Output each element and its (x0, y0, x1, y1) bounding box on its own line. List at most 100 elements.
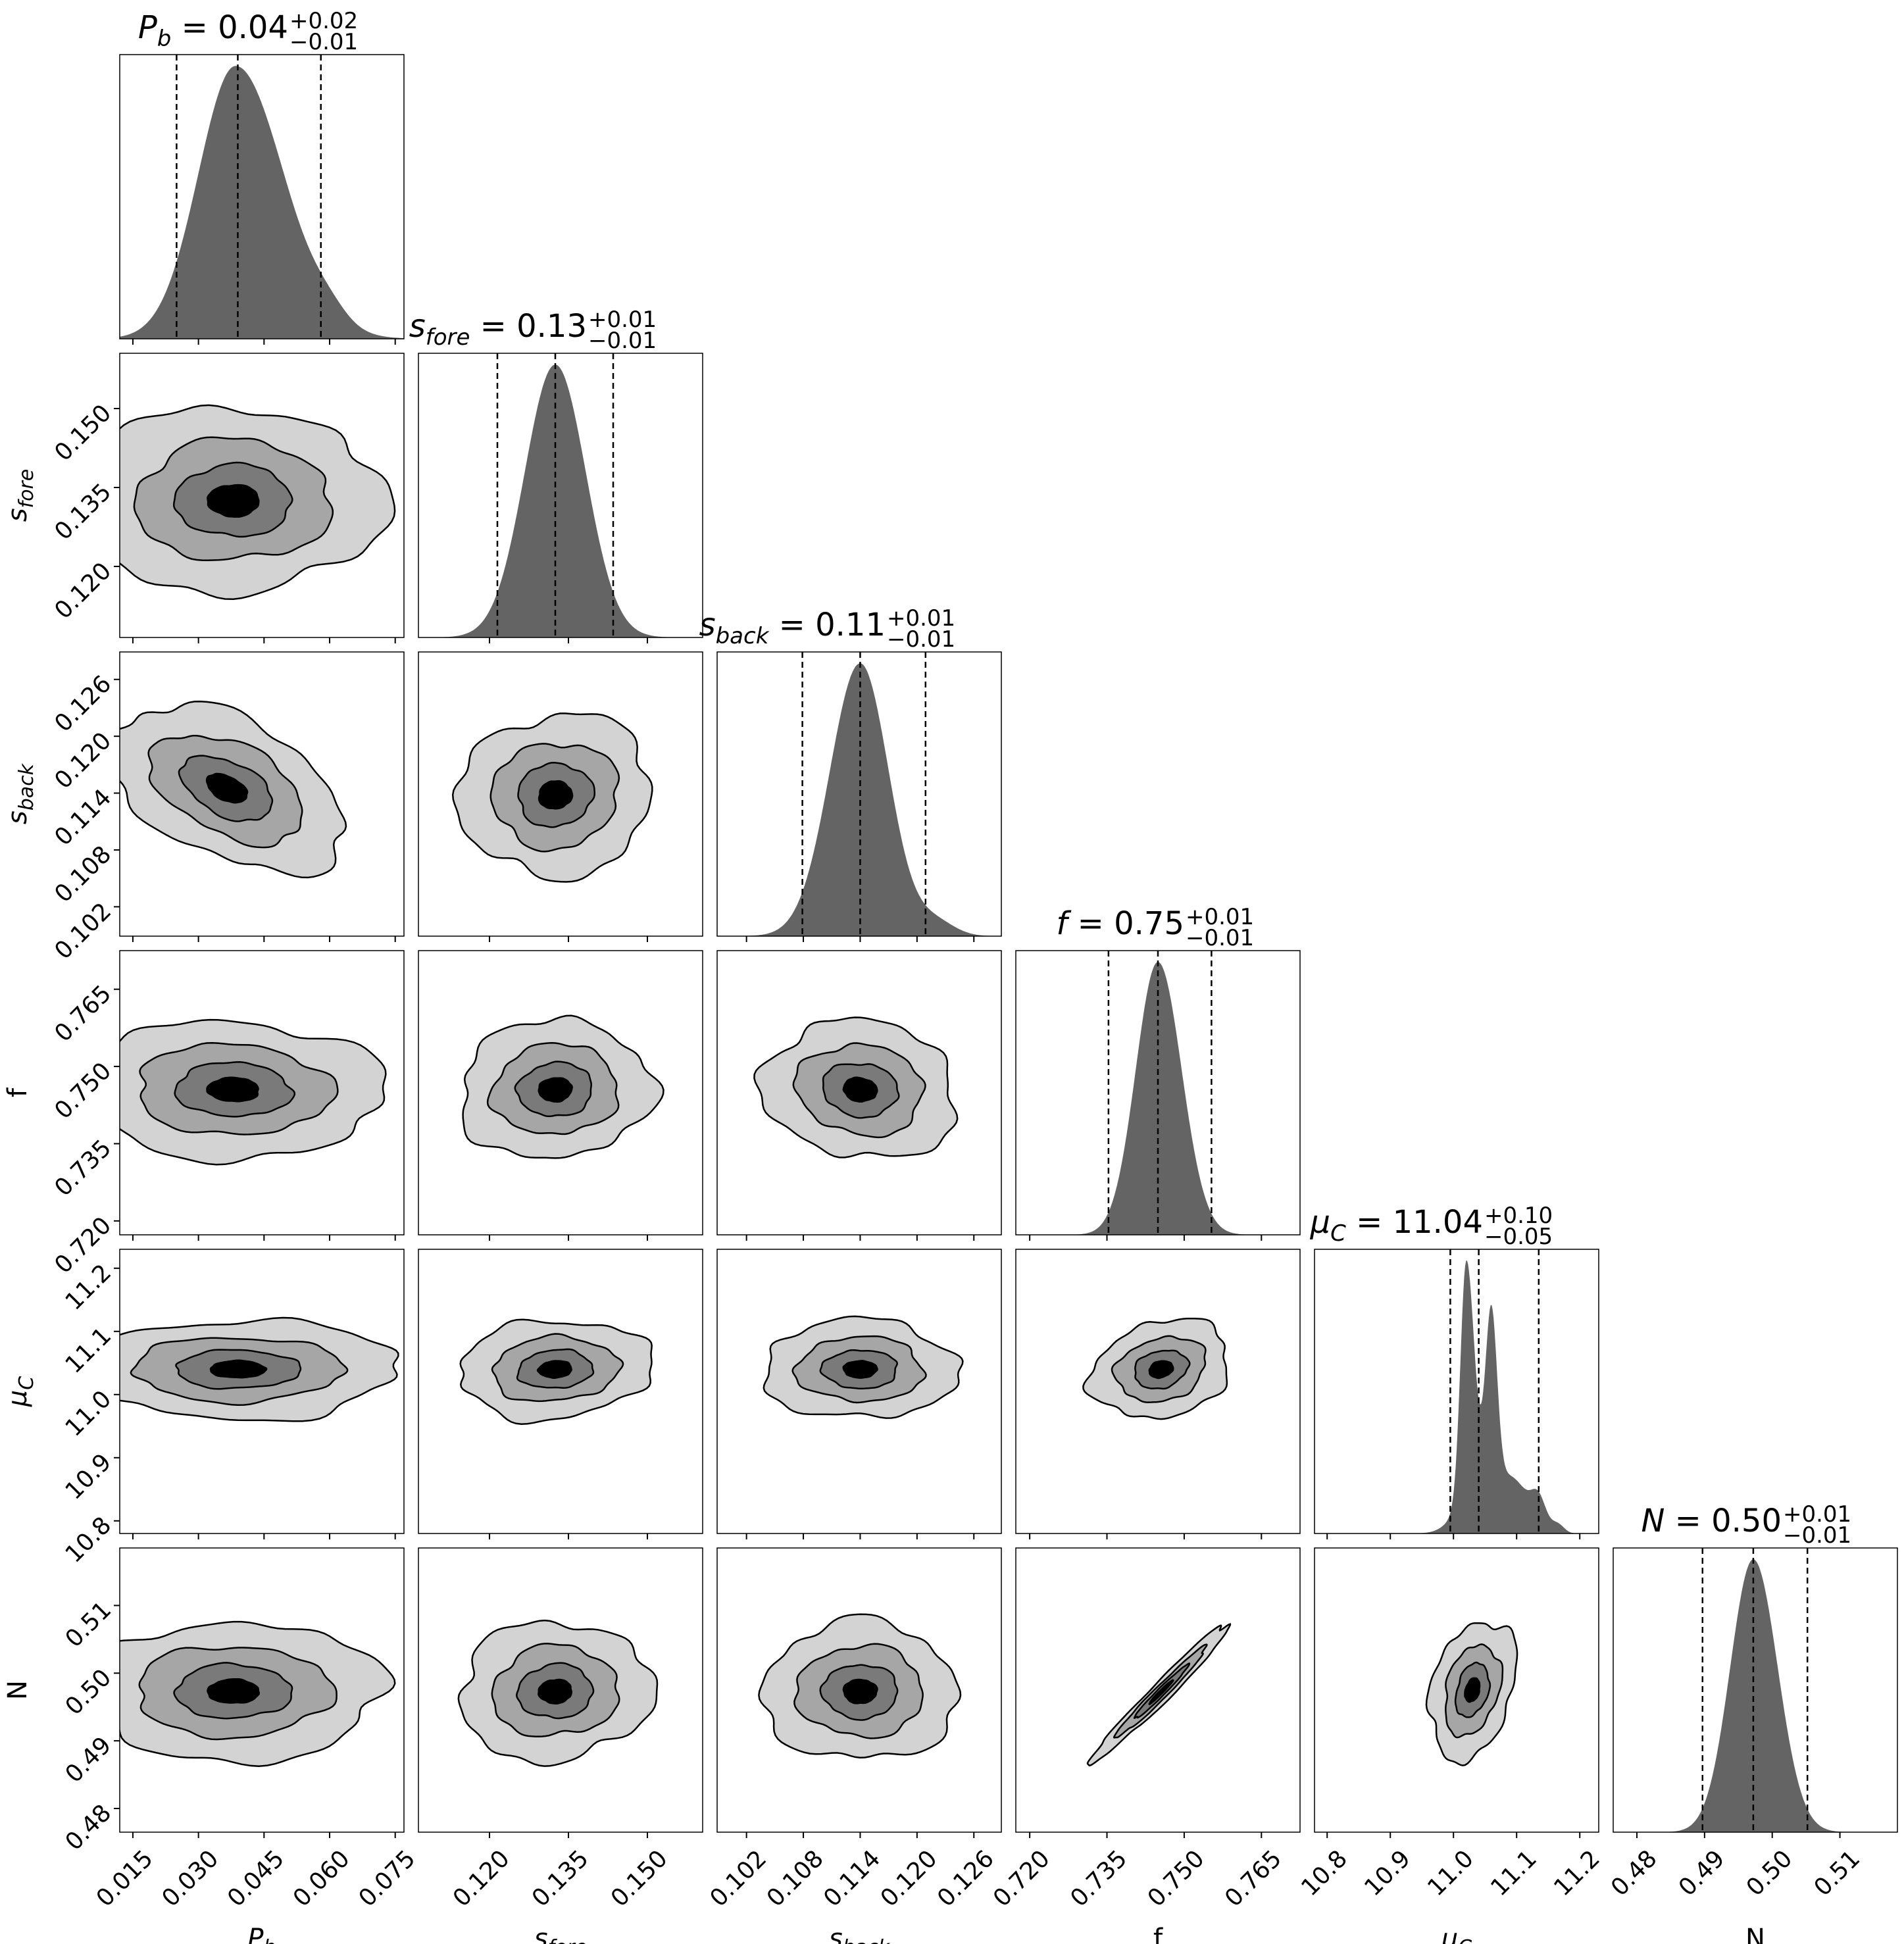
panel-frame (418, 1249, 703, 1534)
y-axis-label-sfore: sfore (3, 469, 38, 522)
y-tick-label-sfore: 0.135 (49, 478, 116, 545)
contour-panel-f-N (1015, 1547, 1301, 1833)
hist-frame-sfore (418, 353, 703, 638)
histogram-sback (717, 663, 1001, 936)
y-tick-label-f: 0.750 (49, 1057, 116, 1124)
panel-frame (119, 651, 405, 937)
contour-panel-sfore-sback (418, 651, 703, 937)
x-tick-label-sback: 0.108 (762, 1845, 829, 1912)
hist-title-minus-sfore: −0.01 (588, 328, 657, 354)
x-tick-label-N: 0.51 (1809, 1845, 1866, 1902)
y-tick-label-sfore: 0.120 (49, 557, 116, 624)
hist-panel-N: N = 0.50 +0.01−0.01 (1613, 1501, 1898, 1833)
contour-level-3 (207, 1678, 261, 1704)
hist-title-minus-sback: −0.01 (887, 626, 955, 653)
x-tick-label-Pb: 0.030 (157, 1845, 224, 1912)
histogram-muC (1315, 1260, 1599, 1533)
hist-panel-sfore: sfore = 0.13 +0.01−0.01 (409, 307, 703, 638)
x-tick-label-muC: 11.1 (1486, 1845, 1542, 1902)
contour-level-3 (536, 1360, 572, 1379)
panel-frame (716, 950, 1002, 1235)
hist-title-plus-Pb: +0.02 (289, 8, 358, 34)
hist-title-f: f = 0.75 (1056, 905, 1184, 942)
contour-panel-sback-f (716, 950, 1002, 1235)
panel-frame (418, 950, 703, 1235)
contour-level-3 (538, 780, 574, 810)
contour-panel-Pb-muC (119, 1249, 405, 1534)
y-axis-label-sback: sback (3, 762, 38, 824)
x-tick-label-f: 0.750 (1143, 1845, 1210, 1912)
x-tick-label-sback: 0.114 (818, 1845, 886, 1912)
x-axis-label-Pb: Pb (247, 1924, 276, 1944)
x-tick-label-sfore: 0.150 (606, 1845, 673, 1912)
histogram-sfore (418, 364, 703, 637)
panel-frame (418, 651, 703, 937)
panel-frame (418, 1547, 703, 1833)
y-tick-label-N: 0.50 (61, 1664, 117, 1721)
hist-frame-muC (1314, 1249, 1599, 1534)
hist-title-minus-muC: −0.05 (1484, 1224, 1553, 1250)
contour-level-3 (538, 1077, 573, 1103)
y-axis-label-muC: μC (3, 1376, 38, 1407)
x-tick-label-f: 0.735 (1065, 1845, 1132, 1912)
hist-title-plus-N: +0.01 (1783, 1501, 1851, 1528)
contour-panel-sfore-f (418, 950, 703, 1235)
contour-level-3 (842, 1360, 878, 1379)
hist-frame-N (1613, 1547, 1898, 1833)
panel-frame (119, 950, 405, 1235)
hist-title-plus-sfore: +0.01 (588, 307, 657, 333)
contour-panel-Pb-sfore (119, 353, 405, 638)
x-axis-label-sfore: sfore (534, 1924, 588, 1944)
x-axis-label-N: N (1745, 1924, 1765, 1944)
hist-title-minus-Pb: −0.01 (289, 29, 358, 55)
y-axis-label-f: f (3, 1087, 33, 1097)
hist-frame-f (1015, 950, 1301, 1235)
panel-frame (1314, 1547, 1599, 1833)
x-tick-label-Pb: 0.045 (222, 1845, 289, 1912)
hist-panel-f: f = 0.75 +0.01−0.01 (1015, 904, 1301, 1235)
contour-level-3 (205, 772, 249, 804)
y-tick-label-sback: 0.120 (49, 727, 116, 794)
y-tick-label-N: 0.48 (61, 1799, 117, 1856)
contour-panel-sback-muC (716, 1249, 1002, 1534)
x-tick-label-Pb: 0.075 (354, 1845, 421, 1912)
hist-title-plus-muC: +0.10 (1484, 1203, 1553, 1229)
x-axis-label-sback: sback (829, 1924, 891, 1944)
hist-title-minus-f: −0.01 (1186, 925, 1254, 951)
hist-title-sfore: sfore = 0.13 (409, 308, 587, 351)
contour-panel-muC-N (1314, 1547, 1599, 1833)
hist-frame-sback (716, 651, 1002, 937)
contour-level-3 (842, 1678, 878, 1705)
hist-title-N: N = 0.50 (1641, 1503, 1782, 1539)
hist-title-minus-N: −0.01 (1783, 1522, 1851, 1549)
y-tick-label-muC: 10.9 (61, 1449, 117, 1505)
x-tick-label-f: 0.765 (1220, 1845, 1287, 1912)
contour-level-3 (842, 1076, 878, 1103)
contour-level-3 (1464, 1677, 1481, 1703)
x-tick-label-f: 0.720 (988, 1845, 1055, 1912)
x-tick-label-N: 0.48 (1606, 1845, 1663, 1902)
contour-level-3 (206, 1076, 259, 1103)
x-tick-label-sfore: 0.135 (527, 1845, 594, 1912)
hist-panel-muC: μC = 11.04 +0.10−0.05 (1310, 1203, 1599, 1534)
hist-title-plus-f: +0.01 (1186, 904, 1254, 930)
y-tick-label-sback: 0.114 (49, 784, 116, 851)
contour-panel-Pb-f (119, 950, 405, 1235)
y-tick-label-sback: 0.126 (49, 670, 116, 737)
x-axis-label-f: f (1153, 1924, 1163, 1944)
contour-level-3 (538, 1678, 572, 1705)
x-tick-label-muC: 11.0 (1422, 1845, 1479, 1902)
y-tick-label-muC: 11.0 (61, 1385, 117, 1442)
panel-frame (716, 1249, 1002, 1534)
y-tick-label-sback: 0.108 (49, 841, 116, 908)
contour-panel-f-muC (1015, 1249, 1301, 1534)
contour-level-3 (207, 484, 260, 518)
x-tick-label-Pb: 0.060 (288, 1845, 355, 1912)
y-tick-label-f: 0.735 (49, 1135, 116, 1202)
panel-frame (119, 353, 405, 638)
hist-title-Pb: Pb = 0.04 (138, 9, 288, 52)
y-tick-label-muC: 10.8 (61, 1512, 117, 1568)
contour-panel-Pb-sback (119, 651, 405, 937)
x-tick-label-muC: 10.8 (1296, 1845, 1353, 1902)
hist-title-sback: sback = 0.11 (699, 607, 886, 649)
